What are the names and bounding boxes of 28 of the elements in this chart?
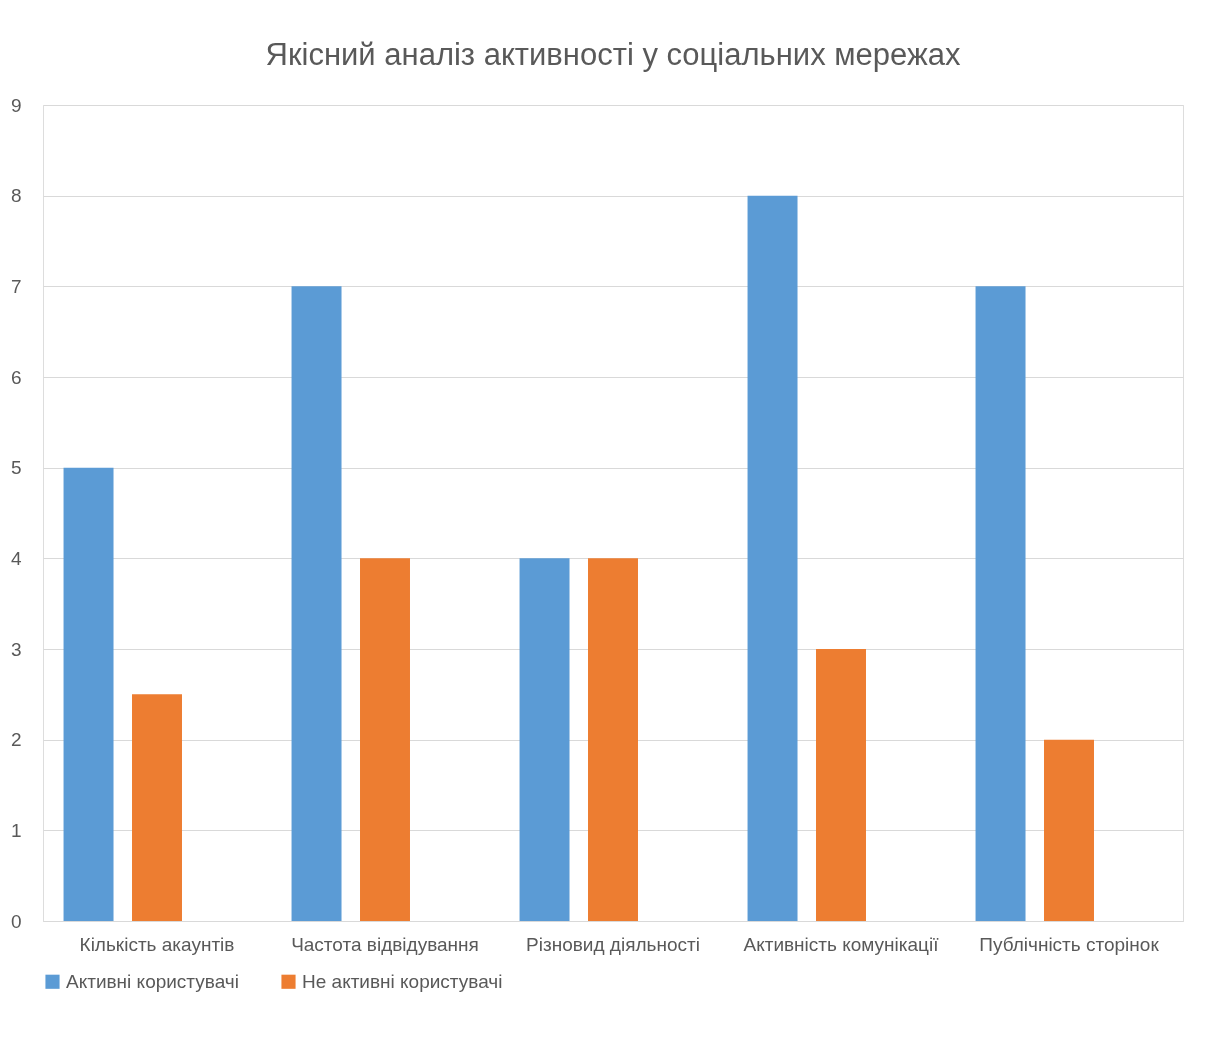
bar	[747, 195, 798, 921]
legend-label: Не активні користувачі	[302, 970, 503, 992]
y-tick-label: 7	[10, 275, 22, 297]
x-tick-label: Частота відвідування	[291, 933, 479, 955]
y-tick-label: 2	[10, 729, 22, 751]
x-tick-label: Активність комунікації	[743, 933, 940, 955]
y-tick-label: 6	[10, 366, 22, 388]
chart-title: Якісний аналіз активності у соціальних мережах	[265, 37, 961, 72]
y-tick-label: 5	[10, 457, 22, 479]
x-tick-label: Кількість акаунтів	[79, 933, 235, 955]
y-tick-label: 4	[10, 547, 22, 569]
bar	[63, 467, 114, 921]
bar	[816, 649, 866, 921]
y-tick-label: 8	[10, 185, 22, 207]
y-tick-label: 3	[10, 638, 22, 660]
legend-label: Активні користувачі	[66, 970, 239, 992]
bar	[1044, 739, 1094, 921]
bar	[588, 558, 638, 921]
y-tick-label: 0	[10, 910, 22, 932]
x-tick-label: Публічність сторінок	[979, 933, 1160, 955]
y-tick-label: 1	[10, 819, 22, 841]
bar	[360, 558, 410, 921]
bar	[519, 558, 570, 921]
x-tick-label: Різновид діяльності	[526, 933, 700, 955]
y-tick-label: 9	[10, 94, 22, 116]
bar	[132, 694, 182, 921]
bar	[291, 286, 342, 921]
bar	[975, 286, 1026, 921]
